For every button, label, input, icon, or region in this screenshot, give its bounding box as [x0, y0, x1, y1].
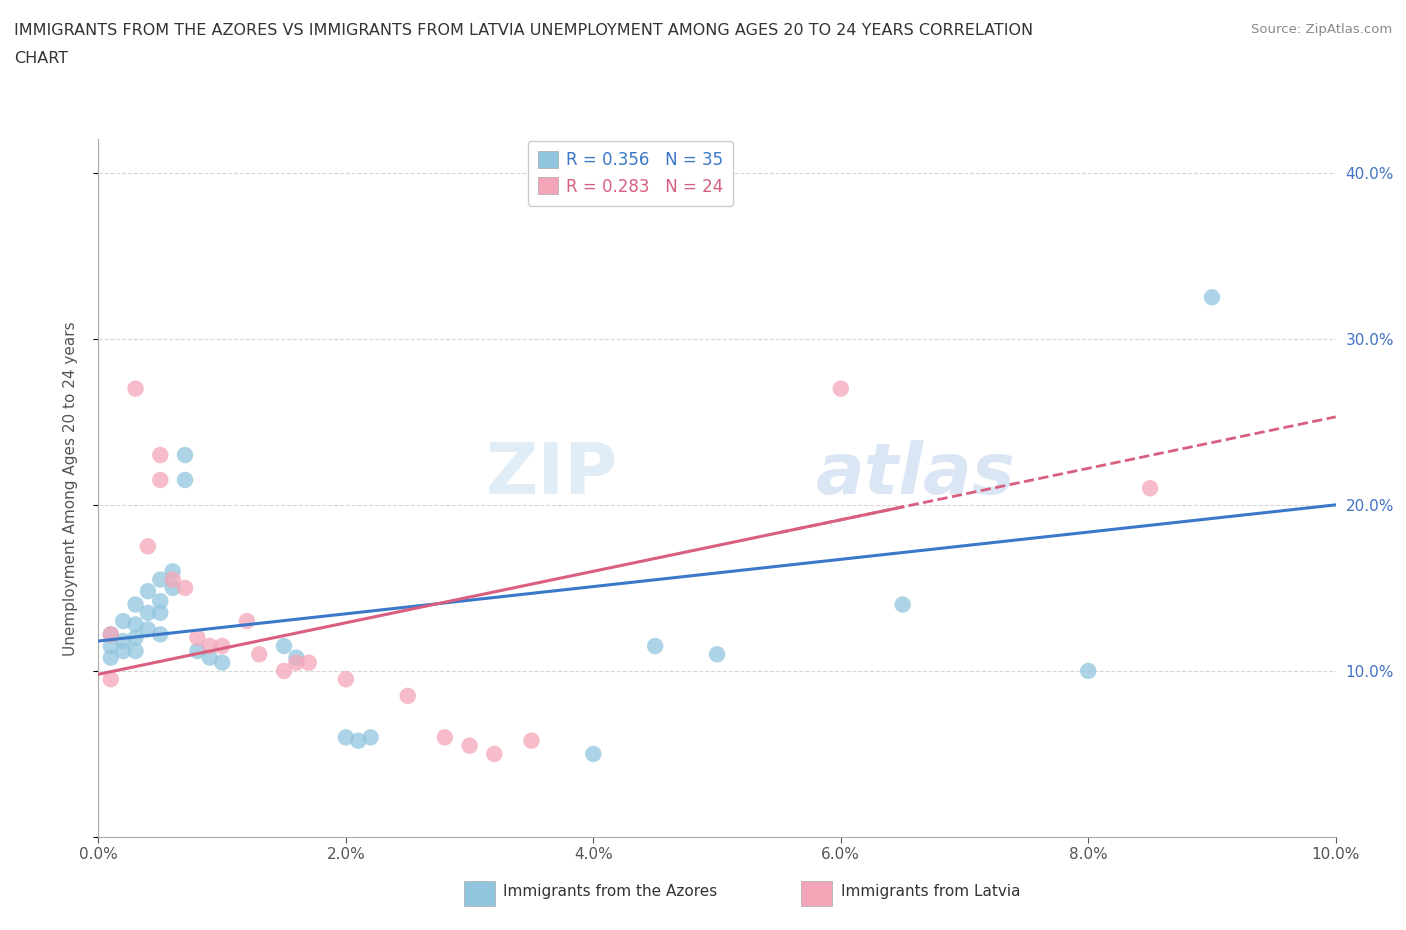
Point	[285, 650, 308, 665]
Point	[396, 688, 419, 703]
Point	[174, 472, 197, 487]
Point	[360, 730, 382, 745]
Point	[149, 605, 172, 620]
Point	[100, 639, 122, 654]
Point	[149, 593, 172, 608]
Point	[136, 622, 159, 637]
Point	[149, 472, 172, 487]
Point	[112, 614, 135, 629]
Point	[644, 639, 666, 654]
Point	[273, 639, 295, 654]
Text: CHART: CHART	[14, 51, 67, 66]
Point	[186, 631, 208, 645]
Point	[100, 671, 122, 686]
Point	[124, 381, 146, 396]
Point	[100, 627, 122, 642]
Point	[149, 572, 172, 587]
Point	[1201, 290, 1223, 305]
Point	[347, 733, 370, 748]
Point	[458, 738, 481, 753]
Text: atlas: atlas	[815, 440, 1015, 509]
Point	[1139, 481, 1161, 496]
Point	[124, 617, 146, 631]
Point	[162, 572, 184, 587]
Point	[335, 671, 357, 686]
Point	[247, 647, 270, 662]
Text: Source: ZipAtlas.com: Source: ZipAtlas.com	[1251, 23, 1392, 36]
Point	[100, 627, 122, 642]
Point	[149, 447, 172, 462]
Point	[186, 644, 208, 658]
Point	[136, 605, 159, 620]
Point	[433, 730, 456, 745]
Text: ZIP: ZIP	[486, 440, 619, 509]
Point	[124, 631, 146, 645]
Point	[149, 627, 172, 642]
Point	[112, 633, 135, 648]
FancyBboxPatch shape	[801, 882, 832, 906]
Point	[273, 663, 295, 678]
Point	[520, 733, 543, 748]
Y-axis label: Unemployment Among Ages 20 to 24 years: Unemployment Among Ages 20 to 24 years	[63, 321, 77, 656]
Point	[124, 644, 146, 658]
Point	[198, 639, 221, 654]
Point	[335, 730, 357, 745]
Point	[236, 614, 259, 629]
Point	[162, 564, 184, 578]
Text: Immigrants from Latvia: Immigrants from Latvia	[841, 884, 1021, 899]
Point	[136, 584, 159, 599]
Point	[211, 639, 233, 654]
Point	[830, 381, 852, 396]
Point	[706, 647, 728, 662]
Point	[136, 539, 159, 554]
Point	[174, 580, 197, 595]
Point	[198, 650, 221, 665]
Point	[112, 644, 135, 658]
Legend: R = 0.356   N = 35, R = 0.283   N = 24: R = 0.356 N = 35, R = 0.283 N = 24	[527, 140, 734, 206]
Text: Immigrants from the Azores: Immigrants from the Azores	[503, 884, 717, 899]
Text: IMMIGRANTS FROM THE AZORES VS IMMIGRANTS FROM LATVIA UNEMPLOYMENT AMONG AGES 20 : IMMIGRANTS FROM THE AZORES VS IMMIGRANTS…	[14, 23, 1033, 38]
Point	[298, 656, 321, 671]
Point	[124, 597, 146, 612]
Point	[582, 747, 605, 762]
Point	[174, 447, 197, 462]
Point	[211, 656, 233, 671]
Point	[891, 597, 914, 612]
FancyBboxPatch shape	[464, 882, 495, 906]
Point	[162, 580, 184, 595]
Point	[484, 747, 506, 762]
Point	[100, 650, 122, 665]
Point	[285, 656, 308, 671]
Point	[1077, 663, 1099, 678]
